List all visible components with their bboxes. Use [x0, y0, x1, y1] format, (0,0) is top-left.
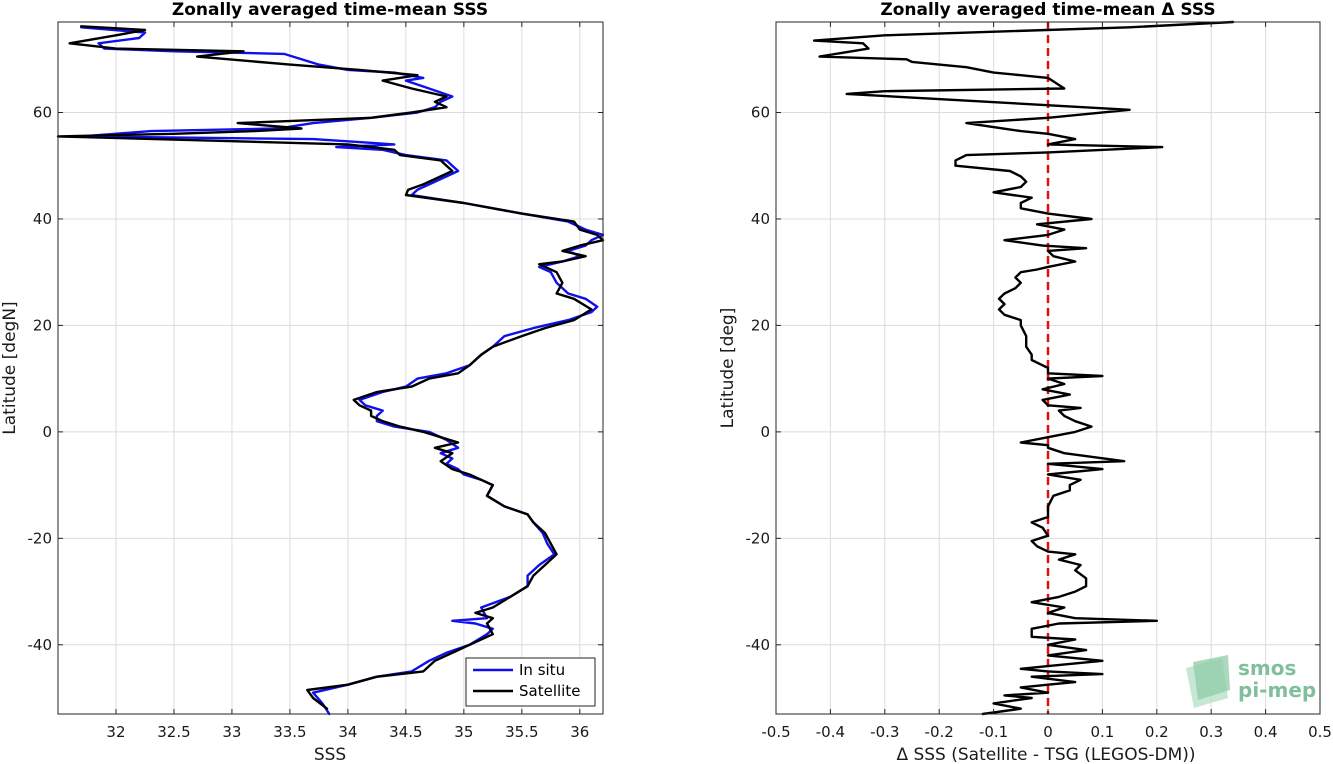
left-y-tick-label: 20	[33, 316, 52, 334]
left-x-tick-label: 32.5	[157, 723, 190, 741]
right-y-axis-label: Latitude [deg]	[718, 308, 738, 429]
left-x-axis-label: SSS	[314, 745, 346, 764]
left-x-tick-label: 33	[222, 723, 241, 741]
left-chart-title: Zonally averaged time-mean SSS	[172, 0, 488, 20]
right-y-tick-label: 0	[760, 423, 770, 441]
right-x-tick-label: 0.1	[1090, 723, 1114, 741]
right-x-tick-label: -0.3	[870, 723, 899, 741]
right-x-tick-label: 0	[1043, 723, 1053, 741]
left-x-tick-label: 33.5	[273, 723, 306, 741]
left-y-tick-label: 0	[42, 423, 52, 441]
right-y-tick-label: 20	[751, 316, 770, 334]
logo-shape-front	[1193, 655, 1230, 700]
left-series-line-satellite	[56, 25, 605, 710]
right-x-tick-label: 0.5	[1308, 723, 1332, 741]
left-y-tick-label: 60	[33, 103, 52, 121]
left-x-tick-label: 35.5	[505, 723, 538, 741]
right-chart-panel: Zonally averaged time-mean Δ SSS -0.5 -0.…	[718, 0, 1332, 764]
right-ticks: -0.5 -0.4 -0.3 -0.2 -0.1 0 0.1 0.2 0.3 0.4 0.5 -40 -…	[746, 22, 1332, 741]
left-series-group	[56, 25, 605, 716]
right-x-tick-label: 0.4	[1254, 723, 1278, 741]
left-x-tick-label: 34.5	[389, 723, 422, 741]
left-plot-frame	[57, 21, 604, 715]
left-x-tick-label: 34	[338, 723, 357, 741]
legend-label-satellite: Satellite	[519, 682, 580, 700]
left-ticks: 32 32.5 33 33.5 34 34.5 35 35.5 36 -40 -20 0 20 40 60	[28, 22, 603, 741]
logo-text-pi-mep: pi-mep	[1238, 678, 1316, 702]
right-x-tick-label: -0.2	[925, 723, 954, 741]
right-x-axis-label: Δ SSS (Satellite - TSG (LEGOS-DM))	[896, 745, 1195, 764]
left-x-tick-label: 32	[106, 723, 125, 741]
right-x-tick-label: 0.3	[1199, 723, 1223, 741]
left-y-axis-label: Latitude [degN]	[0, 301, 20, 434]
right-y-tick-label: 40	[751, 210, 770, 228]
right-y-tick-label: 60	[751, 103, 770, 121]
right-x-tick-label: -0.1	[979, 723, 1008, 741]
logo-text-smos: smos	[1238, 656, 1296, 680]
left-series-line-in-situ	[79, 26, 605, 716]
right-series-group	[812, 20, 1235, 716]
left-x-tick-label: 36	[570, 723, 589, 741]
left-y-tick-label: 40	[33, 210, 52, 228]
left-grid	[58, 22, 603, 714]
right-x-tick-label: 0.2	[1145, 723, 1169, 741]
right-x-tick-label: -0.5	[761, 723, 790, 741]
legend: In situ Satellite	[465, 657, 596, 707]
right-series-line-delta-sss	[812, 20, 1235, 716]
left-x-tick-label: 35	[454, 723, 473, 741]
left-y-tick-label: -20	[28, 529, 53, 547]
right-x-tick-label: -0.4	[816, 723, 845, 741]
right-y-tick-label: -20	[746, 529, 771, 547]
legend-label-in-situ: In situ	[519, 661, 565, 679]
legend-box	[465, 657, 596, 707]
smos-pi-mep-logo: smos pi-mep	[1186, 655, 1316, 708]
left-y-tick-label: -40	[28, 636, 53, 654]
left-chart-panel: Zonally averaged time-mean SSS 32 32.5 33 3…	[0, 0, 605, 764]
right-chart-title: Zonally averaged time-mean Δ SSS	[880, 0, 1215, 20]
right-y-tick-label: -40	[746, 636, 771, 654]
